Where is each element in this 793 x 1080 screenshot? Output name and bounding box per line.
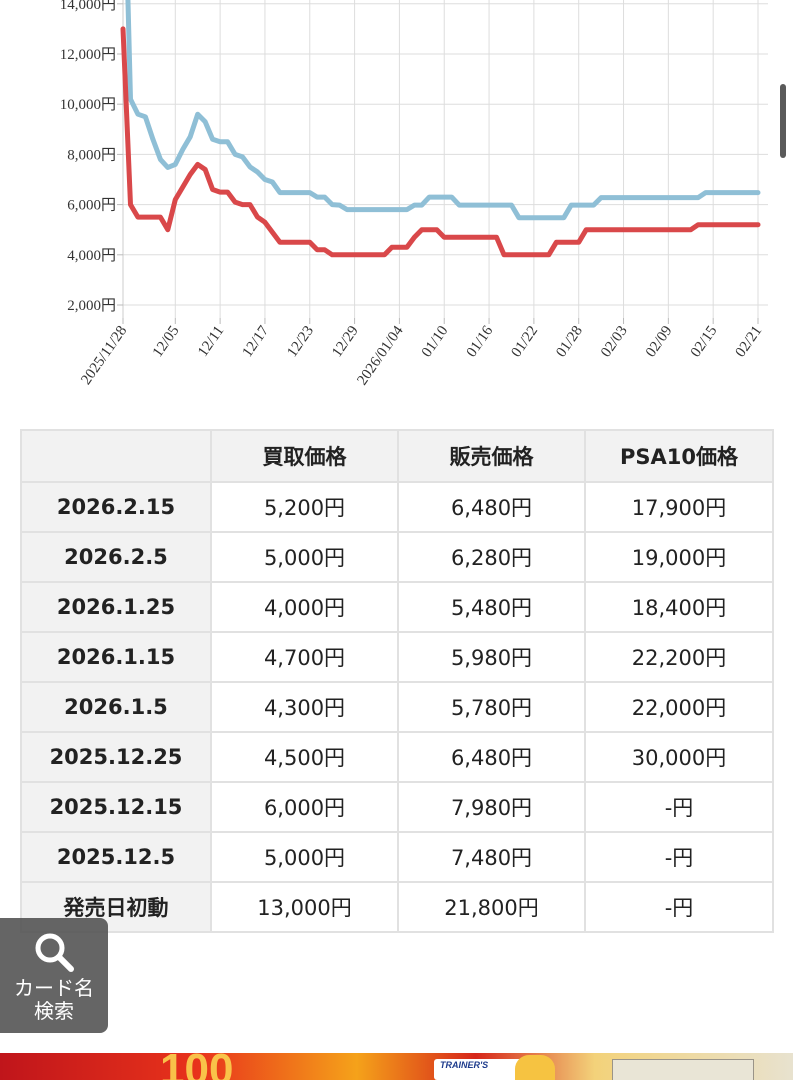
sell-price-cell: 6,280円 (397, 531, 586, 583)
table-row: 2026.1.25 4,000円 5,480円 18,400円 (20, 581, 774, 633)
y-tick-label: 14,000円 (60, 0, 116, 13)
price-chart: 2,000円 4,000円 6,000円 8,000円 10,000円 12,000円 14… (0, 0, 793, 420)
table-row: 発売日初動 13,000円 21,800円 -円 (20, 881, 774, 933)
table-row: 2026.2.15 5,200円 6,480円 17,900円 (20, 481, 774, 533)
buy-price-cell: 4,300円 (210, 681, 399, 733)
buy-price-cell: 5,000円 (210, 831, 399, 883)
price-chart-svg: 2,000円 4,000円 6,000円 8,000円 10,000円 12,000円 14… (60, 0, 768, 389)
header-empty (20, 429, 212, 483)
psa10-price-cell: -円 (584, 881, 774, 933)
table-row: 2026.1.15 4,700円 5,980円 22,200円 (20, 631, 774, 683)
sell-price-cell: 7,980円 (397, 781, 586, 833)
x-tick-label: 02/09 (643, 323, 676, 360)
x-tick-label: 12/11 (195, 323, 227, 360)
table-row: 2026.2.5 5,000円 6,280円 19,000円 (20, 531, 774, 583)
scrollbar-thumb[interactable] (780, 84, 786, 158)
x-tick-label: 01/28 (553, 323, 586, 360)
promo-banner[interactable]: 100 TRAINER'S (0, 1053, 793, 1080)
table-row: 2025.12.5 5,000円 7,480円 -円 (20, 831, 774, 883)
table-header-row: 買取価格 販売価格 PSA10価格 (20, 429, 774, 483)
table-row: 2025.12.15 6,000円 7,980円 -円 (20, 781, 774, 833)
x-tick-label: 01/22 (508, 323, 541, 360)
search-icon (35, 933, 74, 972)
row-date: 2025.12.5 (20, 831, 212, 883)
row-date: 2026.1.25 (20, 581, 212, 633)
sell-price-cell: 6,480円 (397, 481, 586, 533)
buy-price-cell: 5,200円 (210, 481, 399, 533)
psa10-price-cell: 30,000円 (584, 731, 774, 783)
series-line-1 (120, 26, 761, 258)
x-tick-label: 02/03 (598, 323, 631, 360)
table-row: 2025.12.25 4,500円 6,480円 30,000円 (20, 731, 774, 783)
psa10-price-cell: 18,400円 (584, 581, 774, 633)
price-table: 買取価格 販売価格 PSA10価格 2026.2.15 5,200円 6,480… (20, 429, 774, 933)
y-tick-label: 12,000円 (60, 47, 116, 63)
x-tick-label: 12/29 (329, 323, 362, 360)
buy-price-cell: 13,000円 (210, 881, 399, 933)
buy-price-cell: 4,000円 (210, 581, 399, 633)
header-buy-price: 買取価格 (210, 429, 399, 483)
header-sell-price: 販売価格 (397, 429, 586, 483)
psa10-price-cell: -円 (584, 781, 774, 833)
y-tick-label: 4,000円 (67, 248, 116, 264)
x-tick-label: 01/10 (419, 323, 452, 360)
x-tick-label: 02/21 (733, 323, 766, 360)
sell-price-cell: 7,480円 (397, 831, 586, 883)
y-tick-label: 6,000円 (67, 198, 116, 214)
x-tick-label: 12/23 (284, 323, 317, 360)
row-date: 2026.1.15 (20, 631, 212, 683)
y-tick-label: 2,000円 (67, 298, 116, 314)
psa10-price-cell: 22,000円 (584, 681, 774, 733)
row-date: 2026.2.15 (20, 481, 212, 533)
sell-price-cell: 6,480円 (397, 731, 586, 783)
sell-price-cell: 5,780円 (397, 681, 586, 733)
series-line-0 (125, 0, 761, 221)
sell-price-cell: 5,480円 (397, 581, 586, 633)
banner-trainers-text: TRAINER'S (440, 1060, 489, 1070)
buy-price-cell: 5,000円 (210, 531, 399, 583)
row-date: 2026.2.5 (20, 531, 212, 583)
psa10-price-cell: 17,900円 (584, 481, 774, 533)
psa10-price-cell: 22,200円 (584, 631, 774, 683)
banner-number: 100 (160, 1053, 234, 1080)
x-tick-label: 12/05 (150, 323, 183, 360)
banner-trainers-card (434, 1059, 524, 1080)
x-tick-label: 2026/01/04 (354, 323, 407, 389)
buy-price-cell: 4,500円 (210, 731, 399, 783)
psa10-price-cell: -円 (584, 831, 774, 883)
x-tick-label: 12/17 (240, 323, 273, 361)
row-date: 2026.1.5 (20, 681, 212, 733)
sell-price-cell: 21,800円 (397, 881, 586, 933)
banner-gold-figure (515, 1055, 555, 1080)
header-psa10-price: PSA10価格 (584, 429, 774, 483)
buy-price-cell: 4,700円 (210, 631, 399, 683)
y-tick-label: 8,000円 (67, 147, 116, 163)
banner-card-image (612, 1059, 754, 1080)
y-tick-label: 10,000円 (60, 97, 116, 113)
table-row: 2026.1.5 4,300円 5,780円 22,000円 (20, 681, 774, 733)
psa10-price-cell: 19,000円 (584, 531, 774, 583)
x-tick-label: 02/15 (688, 323, 721, 360)
search-button-label-line1: カード名 (14, 978, 94, 1000)
sell-price-cell: 5,980円 (397, 631, 586, 683)
x-tick-label: 2025/11/28 (78, 323, 130, 388)
row-date: 2025.12.25 (20, 731, 212, 783)
card-name-search-button[interactable]: カード名 検索 (0, 918, 108, 1033)
row-date: 2025.12.15 (20, 781, 212, 833)
buy-price-cell: 6,000円 (210, 781, 399, 833)
search-button-label-line2: 検索 (34, 1001, 74, 1023)
x-tick-label: 01/16 (464, 323, 497, 361)
